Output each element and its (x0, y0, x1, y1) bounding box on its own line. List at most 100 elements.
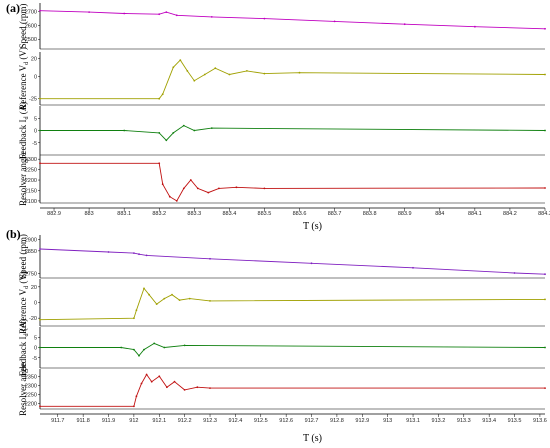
x-tick-label: 884 (435, 211, 444, 217)
y-tick-label: 0 (34, 129, 37, 135)
data-point (189, 179, 192, 181)
data-point (544, 273, 546, 276)
data-point (263, 17, 266, 20)
data-point (209, 387, 211, 389)
data-point (474, 25, 476, 28)
x-tick-label: 911.8 (76, 418, 89, 424)
y-tick-label: 5 (34, 335, 37, 341)
x-tick-label: 913.3 (457, 418, 471, 424)
data-point (107, 251, 110, 253)
data-point (39, 97, 41, 100)
data-point (175, 14, 178, 17)
data-point (161, 93, 164, 96)
x-tick-label: 912.5 (254, 418, 268, 424)
data-point (39, 346, 41, 349)
y-tick-label: 2300 (25, 383, 37, 389)
data-point (544, 129, 546, 132)
x-tick-label: 883.8 (363, 211, 377, 217)
data-point (158, 132, 161, 134)
y-tick-label: -25 (29, 97, 37, 103)
x-axis-label: T (s) (303, 221, 322, 232)
data-point (133, 317, 135, 320)
x-tick-label: 913 (383, 418, 392, 424)
data-point (140, 382, 143, 385)
data-point (150, 380, 153, 383)
y-tick-label: -20 (29, 316, 37, 322)
x-tick-label: 883.5 (258, 211, 272, 217)
y-tick-label: 0 (34, 346, 37, 352)
data-point (173, 380, 176, 383)
x-tick-label: 884.1 (468, 211, 482, 217)
data-point (207, 191, 210, 194)
y-tick-label: 2350 (25, 374, 37, 380)
x-tick-label: 913.1 (406, 418, 420, 424)
y-tick-label: 2900 (25, 238, 37, 244)
series-line (40, 59, 546, 100)
data-point (88, 11, 90, 14)
x-tick-label: 883.9 (398, 211, 412, 217)
y-tick-label: -5 (32, 356, 37, 362)
series-line (40, 162, 546, 202)
y-tick-label: 5 (34, 116, 37, 122)
x-tick-label: 913.2 (432, 418, 446, 424)
y-axis-label: Speed (rpm) (18, 234, 28, 279)
series-line (40, 373, 545, 407)
series-line (39, 10, 546, 30)
data-point (163, 297, 166, 300)
data-point (135, 395, 138, 398)
x-tick-label: 912.8 (330, 418, 344, 424)
data-point (179, 59, 182, 61)
y-tick-label: 2250 (25, 392, 37, 398)
y-tick-label: 2600 (25, 23, 37, 29)
data-point (196, 386, 199, 389)
data-point (166, 386, 168, 389)
y-tick-label: 2150 (25, 188, 37, 194)
data-point (133, 252, 135, 255)
y-tick-label: 2750 (25, 271, 37, 277)
data-point (158, 375, 161, 378)
data-point (165, 139, 168, 142)
data-point (544, 187, 546, 189)
data-point (39, 248, 41, 250)
data-point (544, 27, 546, 30)
y-tick-label: 2300 (25, 157, 37, 163)
data-point (123, 12, 126, 15)
data-point (168, 195, 171, 198)
x-tick-label: 883.1 (117, 211, 131, 217)
series-line (39, 248, 546, 275)
x-tick-label: 911.7 (51, 418, 64, 424)
x-tick-label: 913.5 (508, 418, 522, 424)
x-tick-label: 912.2 (178, 418, 192, 424)
data-point (158, 162, 161, 165)
data-point (298, 71, 301, 74)
y-tick-label: 2250 (25, 168, 37, 174)
data-point (138, 354, 140, 357)
data-point (209, 257, 211, 260)
data-point (138, 253, 140, 256)
panel-label: (a) (6, 1, 20, 15)
data-point (133, 405, 135, 408)
data-point (235, 186, 238, 189)
x-tick-label: 884.2 (503, 211, 517, 217)
data-point (193, 79, 196, 82)
data-point (135, 309, 138, 312)
y-tick-label: 2200 (25, 178, 37, 184)
x-tick-label: 912.9 (355, 418, 369, 424)
x-axis-label: T (s) (303, 433, 322, 444)
data-point (228, 73, 231, 76)
data-point (39, 9, 41, 12)
data-point (120, 346, 123, 349)
data-point (310, 262, 313, 265)
y-axis-label: Reference Vd (V) (18, 271, 30, 334)
data-point (143, 287, 145, 290)
data-point (155, 303, 158, 305)
data-point (175, 200, 178, 202)
y-tick-label: 0 (34, 301, 37, 307)
